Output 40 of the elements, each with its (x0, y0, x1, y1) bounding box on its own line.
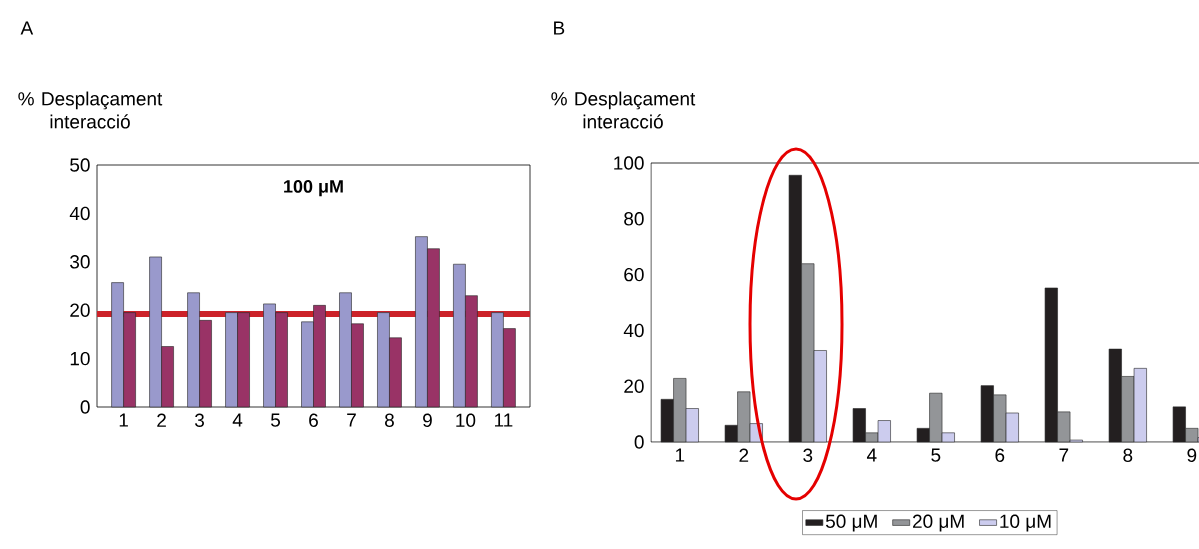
y-tick-label: 20 (624, 379, 644, 393)
x-tick-label: 6 (309, 413, 318, 427)
x-tick-label: 2 (157, 413, 166, 427)
x-tick-label: 8 (1123, 448, 1133, 462)
x-tick-label: 3 (194, 413, 204, 427)
legend-label: 20 μM (912, 514, 964, 532)
y-tick-label: 60 (624, 267, 644, 282)
y-tick-label: 10 (70, 351, 90, 366)
x-tick-label: 8 (385, 413, 394, 427)
y-tick-label: 80 (624, 212, 644, 226)
x-tick-label: 9 (423, 413, 432, 427)
y-tick-label: 0 (80, 400, 90, 414)
y-tick-label: 100 (614, 156, 644, 170)
x-tick-label: 5 (270, 413, 281, 427)
y-tick-label: 20 (70, 303, 90, 317)
y-tick-label: 50 (70, 158, 90, 172)
legend-label: 50 μM (825, 514, 877, 532)
x-tick-label: 9 (1187, 448, 1197, 462)
x-tick-label: 2 (739, 448, 749, 462)
text: B (554, 21, 565, 35)
y-axis-title: % Desplaçament interacció (18, 91, 163, 129)
x-tick-label: 5 (931, 448, 941, 462)
y-axis-title: % Desplaçament interacció (551, 91, 696, 129)
x-tick-label: 1 (119, 413, 128, 427)
x-tick-label: 1 (675, 448, 685, 462)
text: A (20, 21, 34, 35)
x-tick-label: 6 (995, 448, 1005, 462)
x-tick-label: 7 (1059, 448, 1069, 462)
x-tick-label: 10 (456, 413, 476, 427)
y-tick-label: 40 (623, 323, 644, 338)
x-tick-label: 3 (803, 448, 813, 462)
legend-label: 10 μM (1000, 514, 1051, 532)
y-tick-label: 0 (634, 435, 644, 449)
x-tick-label: 4 (232, 413, 243, 427)
x-tick-label: 4 (866, 448, 877, 462)
text: 100 μM (284, 180, 343, 197)
x-tick-label: 7 (347, 413, 356, 427)
y-tick-label: 40 (69, 206, 90, 221)
y-tick-label: 30 (70, 255, 90, 269)
x-tick-label: 11 (495, 413, 513, 427)
